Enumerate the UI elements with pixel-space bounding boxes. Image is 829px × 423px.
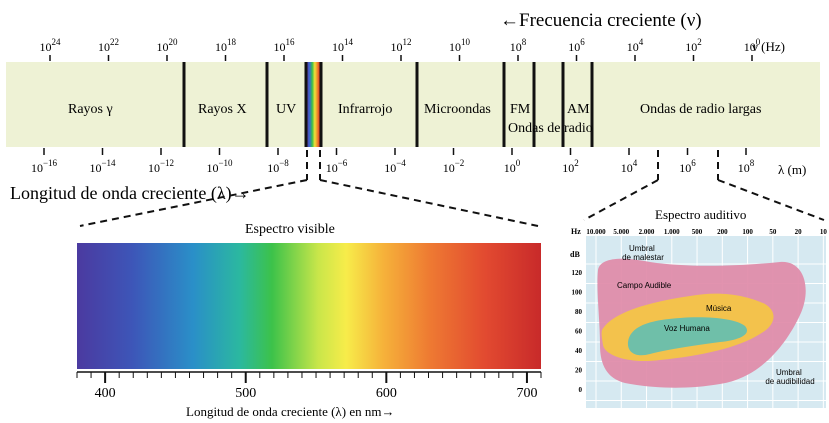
voice-label: Voz Humana [664, 324, 710, 333]
audio-hz-label: Hz [571, 227, 581, 236]
visible-tick-label: 500 [235, 386, 256, 401]
audio-frequency-label: 50 [769, 228, 777, 236]
audio-db-label: 100 [572, 289, 583, 297]
audio-db-label: 80 [575, 308, 583, 316]
visible-axis-title: Longitud de onda creciente (λ) en nm→ [186, 404, 394, 419]
frequency-unit-label: ν (Hz) [752, 39, 785, 54]
frequency-tick-label: 1010 [449, 37, 471, 54]
wavelength-tick-label: 10−16 [31, 158, 58, 175]
frequency-tick-label: 1024 [40, 37, 62, 54]
wavelength-tick-label: 10−2 [443, 158, 465, 175]
voice-shape [627, 317, 748, 356]
wavelength-tick-label: 100 [504, 158, 521, 175]
wavelength-tick-label: 10−6 [326, 158, 348, 175]
frequency-tick-labels: 1024 1022 1020 1018 1016 1014 1012 1010 108 106 10… [40, 37, 761, 61]
band-am: AM [567, 102, 590, 117]
audio-title: Espectro auditivo [655, 207, 746, 222]
wavelength-axis-title: Longitud de onda creciente (λ)→ [10, 183, 250, 204]
band-xray: Rayos X [198, 102, 247, 117]
frequency-tick-label: 1014 [332, 37, 354, 54]
audio-db-label: dB [570, 250, 580, 259]
frequency-tick-label: 108 [510, 37, 527, 54]
audio-frequency-label: 2.000 [639, 228, 655, 236]
audio-frequency-label: 200 [717, 228, 728, 236]
visible-minor-ticks [76, 372, 542, 383]
audio-frequency-label: 10.000 [586, 228, 606, 236]
audio-db-label: 40 [575, 347, 583, 355]
frequency-tick-label: 102 [685, 37, 702, 54]
frequency-tick-label: 1016 [274, 37, 296, 54]
band-radio: Ondas de radio [508, 121, 593, 136]
band-dividers [182, 62, 594, 147]
wavelength-tick-label: 108 [738, 158, 755, 175]
audible-field-label: Campo Audible [617, 281, 672, 290]
audio-db-labels: 120 100 80 60 40 20 0 [572, 269, 583, 394]
spectrum-band [6, 62, 820, 147]
audio-db-label: 120 [572, 269, 583, 277]
visible-tick-label: 600 [376, 386, 397, 401]
frequency-tick-label: 104 [627, 37, 644, 54]
wavelength-tick-label: 10−10 [206, 158, 233, 175]
audio-frequency-labels: 10.000 5.000 2.000 1.000 500 200 100 50 20 10 [586, 228, 827, 236]
frequency-tick-label: 1020 [157, 37, 179, 54]
visible-spectrum-bar [77, 243, 541, 369]
audio-db-label: 0 [579, 386, 583, 394]
audio-db-label: 60 [575, 328, 583, 336]
frequency-tick-label: 1022 [98, 37, 119, 54]
visible-tick-label: 400 [95, 386, 116, 401]
visible-tick-labels: 400 500 600 700 [95, 386, 538, 401]
wavelength-tick-label: 10−14 [89, 158, 116, 175]
band-long-radio: Ondas de radio largas [640, 102, 761, 117]
wavelength-tick-label: 102 [562, 158, 579, 175]
music-label: Música [706, 304, 732, 313]
wavelength-tick-label: 10−12 [148, 158, 174, 175]
frequency-tick-label: 100 [744, 37, 761, 54]
band-gamma: Rayos γ [68, 102, 113, 117]
zoom-connectors [79, 150, 825, 227]
visible-strip [307, 62, 320, 147]
threshold-pain-label: Umbral de malestar [622, 244, 664, 262]
visible-title: Espectro visible [245, 222, 335, 237]
band-microwave: Microondas [424, 102, 491, 117]
audio-db-label: 20 [575, 367, 583, 375]
audio-frequency-label: 100 [742, 228, 753, 236]
audio-frequency-label: 10 [820, 228, 828, 236]
wavelength-tick-label: 10−4 [384, 158, 406, 175]
wavelength-tick-label: 104 [621, 158, 638, 175]
frequency-axis-title: ←Frecuencia creciente (ν) [500, 10, 702, 31]
frequency-tick-label: 1018 [215, 37, 237, 54]
wavelength-tick-labels: 10−16 10−14 10−12 10−10 10−8 10−6 10−4 10−2 100 1… [31, 148, 755, 175]
band-fm: FM [510, 102, 531, 117]
audio-frequency-label: 5.000 [613, 228, 629, 236]
audio-frequency-label: 20 [795, 228, 803, 236]
threshold-hearing-label: Umbral de audibilidad [765, 368, 814, 386]
wavelength-tick-label: 106 [679, 158, 696, 175]
frequency-tick-label: 106 [568, 37, 585, 54]
frequency-tick-label: 1012 [391, 37, 412, 54]
wavelength-unit-label: λ (m) [778, 162, 806, 177]
visible-tick-label: 700 [516, 386, 537, 401]
audio-frequency-label: 1.000 [664, 228, 680, 236]
audio-frequency-label: 500 [692, 228, 703, 236]
band-uv: UV [276, 102, 296, 117]
band-infrared: Infrarrojo [338, 102, 392, 117]
wavelength-tick-label: 10−8 [267, 158, 289, 175]
